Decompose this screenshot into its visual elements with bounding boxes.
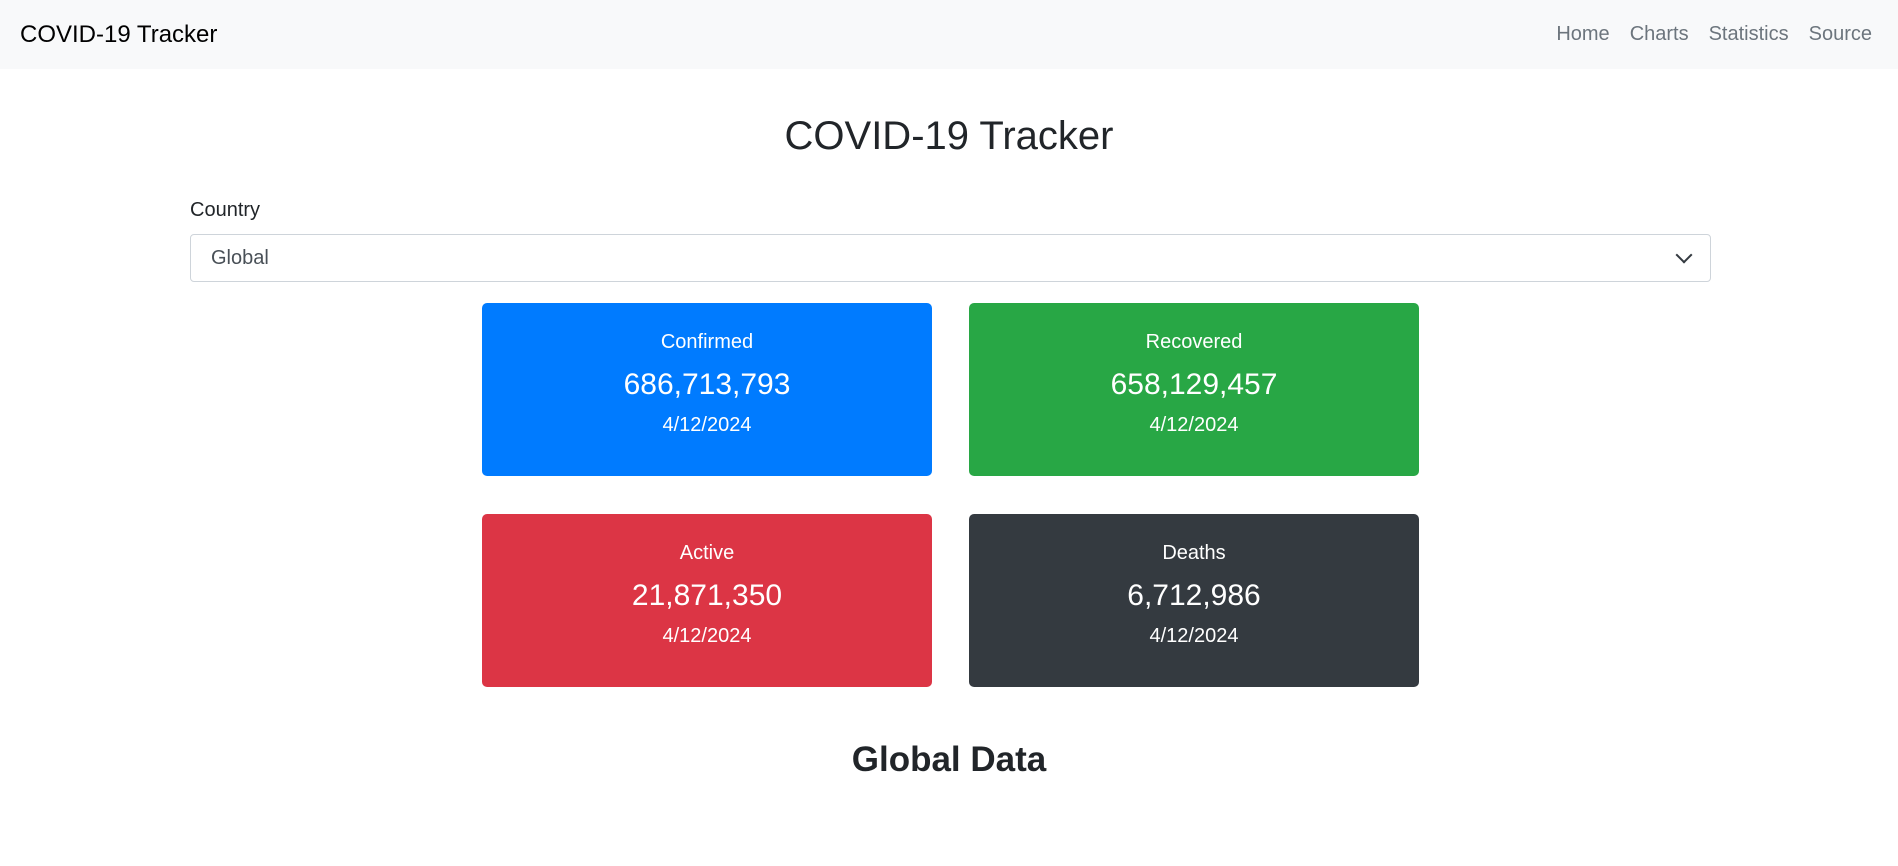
card-recovered: Recovered 658,129,457 4/12/2024	[969, 303, 1419, 476]
navbar: COVID-19 Tracker Home Charts Statistics …	[0, 0, 1898, 69]
card-deaths: Deaths 6,712,986 4/12/2024	[969, 514, 1419, 687]
card-title: Confirmed	[660, 331, 754, 353]
country-selector: Country Global	[190, 199, 1711, 282]
card-date: 4/12/2024	[662, 625, 752, 647]
card-title: Deaths	[1162, 542, 1226, 564]
nav-link-statistics[interactable]: Statistics	[1708, 23, 1789, 45]
card-title: Recovered	[1145, 331, 1243, 353]
nav-link-home[interactable]: Home	[1556, 23, 1610, 45]
navbar-brand[interactable]: COVID-19 Tracker	[20, 20, 218, 48]
card-value: 686,713,793	[623, 368, 791, 401]
chevron-down-icon	[1675, 246, 1693, 264]
nav-link-source[interactable]: Source	[1808, 23, 1872, 45]
card-value: 21,871,350	[631, 579, 783, 612]
card-date: 4/12/2024	[1149, 414, 1239, 436]
page-title: COVID-19 Tracker	[784, 114, 1114, 158]
card-value: 658,129,457	[1110, 368, 1278, 401]
country-select-value: Global	[211, 246, 269, 269]
country-label: Country	[190, 199, 261, 221]
card-date: 4/12/2024	[662, 414, 752, 436]
country-select[interactable]: Global	[190, 234, 1711, 282]
card-confirmed: Confirmed 686,713,793 4/12/2024	[482, 303, 932, 476]
nav-links: Home Charts Statistics Source	[1546, 23, 1872, 46]
nav-link-charts[interactable]: Charts	[1629, 23, 1689, 45]
section-title-global-data: Global Data	[851, 740, 1047, 779]
card-title: Active	[679, 542, 735, 564]
card-value: 6,712,986	[1127, 579, 1261, 612]
card-active: Active 21,871,350 4/12/2024	[482, 514, 932, 687]
card-date: 4/12/2024	[1149, 625, 1239, 647]
